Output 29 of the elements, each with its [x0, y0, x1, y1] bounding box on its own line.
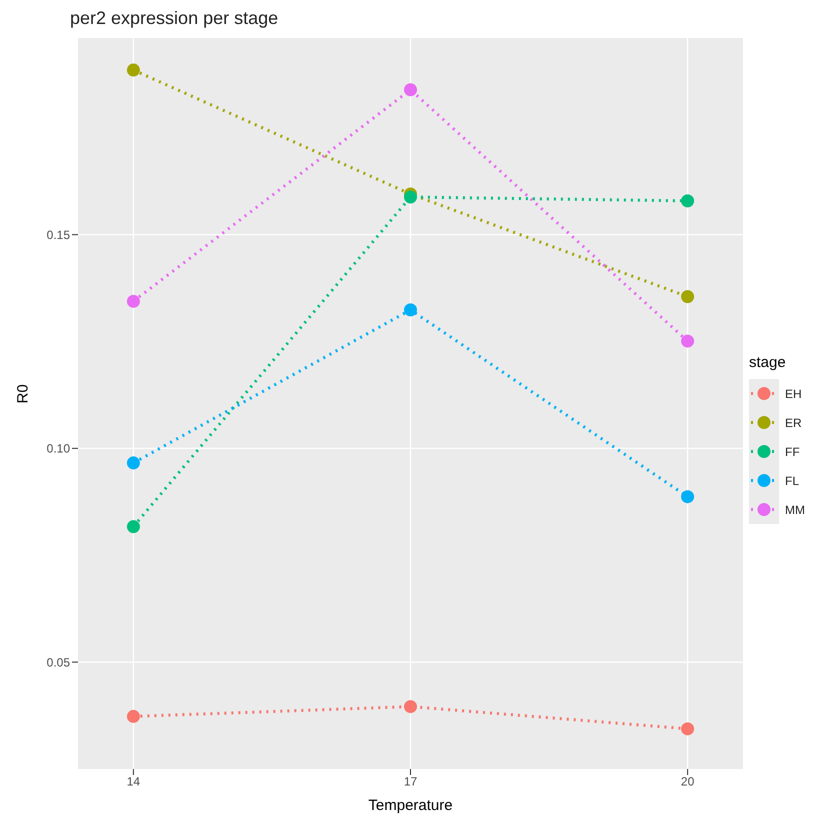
chart-title: per2 expression per stage: [70, 8, 280, 30]
x-axis-title: Temperature: [368, 797, 453, 814]
legend-title: stage: [749, 354, 787, 371]
legend-label: MM: [785, 502, 805, 516]
legend-label: FL: [785, 474, 800, 488]
legend-label: ER: [785, 416, 802, 430]
point: [126, 520, 140, 534]
point: [126, 710, 140, 723]
x-tick-label: 20: [680, 774, 695, 789]
point: [681, 194, 694, 208]
legend-label: FF: [785, 444, 800, 458]
point: [126, 294, 140, 308]
point: [681, 290, 694, 304]
point: [404, 700, 417, 714]
point: [681, 334, 694, 348]
point: [681, 490, 694, 504]
legend-label: EH: [785, 386, 802, 400]
x-tick-label: 17: [404, 774, 418, 789]
point: [404, 190, 417, 204]
y-tick-label: 0.15: [46, 228, 70, 242]
y-tick-label: 0.10: [46, 442, 70, 456]
x-tick-label: 14: [126, 774, 140, 789]
y-tick-label: 0.05: [46, 655, 70, 670]
point: [404, 303, 417, 316]
point: [126, 456, 140, 470]
y-axis-title: R0: [14, 384, 32, 404]
point: [404, 83, 417, 96]
point: [681, 722, 694, 736]
point: [126, 64, 140, 77]
